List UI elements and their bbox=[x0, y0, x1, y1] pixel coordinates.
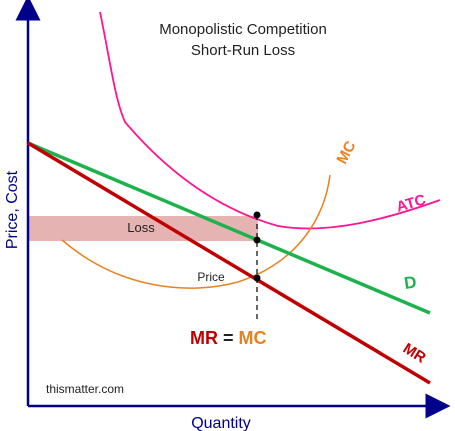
mr-equals-mc-label: MR = MC bbox=[190, 328, 267, 348]
atc-label: ATC bbox=[394, 191, 427, 216]
mr-curve bbox=[27, 141, 431, 385]
condition-mr: MR bbox=[190, 328, 218, 348]
mc-label: MC bbox=[334, 138, 360, 167]
demand-curve bbox=[27, 141, 431, 315]
atc-curve bbox=[99, 11, 441, 230]
price-point bbox=[253, 236, 261, 244]
x-axis-label: Quantity bbox=[191, 415, 251, 431]
title-line-1: Monopolistic Competition bbox=[159, 21, 327, 38]
price-label: Price bbox=[197, 270, 225, 284]
loss-area bbox=[28, 216, 258, 241]
condition-mc: MC bbox=[239, 328, 267, 348]
y-axis-label: Price, Cost bbox=[4, 170, 21, 249]
watermark: thismatter.com bbox=[46, 382, 124, 396]
atc-point bbox=[253, 211, 261, 219]
mc-curve bbox=[61, 174, 331, 289]
mr-mc-point bbox=[253, 274, 261, 282]
title-line-2: Short-Run Loss bbox=[191, 42, 295, 59]
loss-label: Loss bbox=[127, 220, 155, 235]
demand-label: D bbox=[403, 272, 418, 293]
mr-label: MR bbox=[400, 340, 429, 367]
condition-equals: = bbox=[218, 328, 239, 348]
